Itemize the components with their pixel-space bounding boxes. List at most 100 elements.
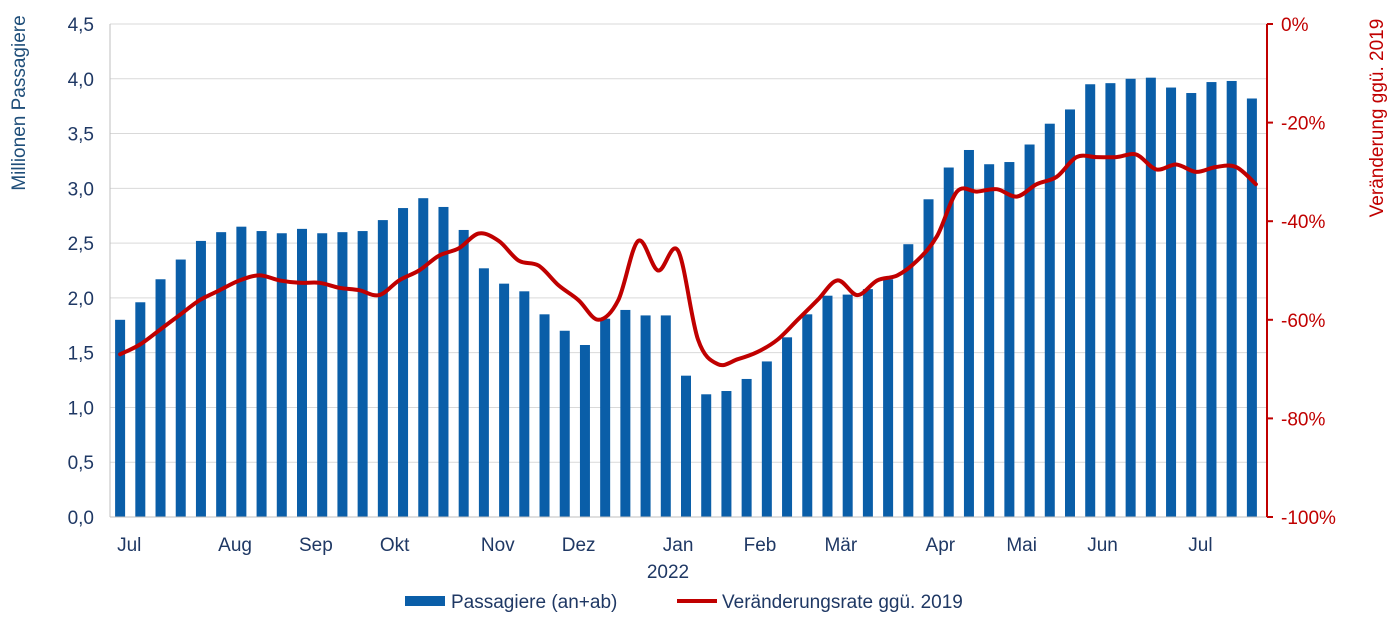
bar <box>1186 93 1197 518</box>
y-tick-label-left: 4,5 <box>68 15 94 36</box>
bar <box>741 378 752 517</box>
x-tick-label: Aug <box>218 535 252 556</box>
bar <box>539 314 550 517</box>
bar <box>1226 80 1237 518</box>
bar <box>559 330 570 517</box>
bar <box>317 233 328 518</box>
bar <box>822 295 833 517</box>
bar <box>216 232 227 517</box>
legend: Passagiere (an+ab) Veränderungsrate ggü.… <box>405 592 963 613</box>
y-tick-label-left: 4,0 <box>68 70 94 91</box>
bar <box>1206 82 1217 517</box>
y-tick-label-right: -20% <box>1281 114 1325 135</box>
y-tick-label-right: -40% <box>1281 212 1325 233</box>
x-tick-label: Okt <box>380 535 410 556</box>
bar <box>195 240 206 518</box>
bar <box>135 302 146 517</box>
bar <box>842 294 853 517</box>
bar <box>600 318 611 517</box>
bar <box>155 279 166 517</box>
bar <box>782 337 793 517</box>
bar <box>499 283 510 517</box>
x-tick-label: Mai <box>1006 535 1037 556</box>
line-series <box>118 152 1258 368</box>
bar <box>478 268 489 517</box>
legend-label-bar: Passagiere (an+ab) <box>451 592 617 613</box>
bar <box>1085 84 1096 517</box>
bar <box>579 344 590 517</box>
y-tick-label-left: 0,5 <box>68 453 94 474</box>
x-tick-label: Nov <box>481 535 515 556</box>
legend-swatch-bar <box>405 596 445 606</box>
y-tick-label-right: -60% <box>1281 311 1325 332</box>
bar <box>903 244 914 517</box>
bar <box>1004 162 1015 518</box>
bar <box>660 315 671 517</box>
y-tick-label-left: 1,5 <box>68 344 94 365</box>
y-tick-label-left: 0,0 <box>68 508 94 529</box>
bar <box>963 149 974 517</box>
x-tick-label: Mär <box>824 535 857 556</box>
y-tick-label-right: 0% <box>1281 15 1309 36</box>
bar <box>1166 87 1177 517</box>
bar <box>681 375 691 517</box>
x-tick-label: Jan <box>663 535 694 556</box>
left-axis-ticks: 0,0 0,5 1,0 1,5 2,0 2,5 3,0 3,5 4,0 4,5 <box>68 15 94 529</box>
y-tick-label-left: 2,0 <box>68 289 94 310</box>
bar <box>721 391 732 517</box>
bar <box>256 231 267 517</box>
x-axis-ticks: Jul Aug Sep Okt Nov Dez Jan 2022 Feb Mär Apr Mai Jun… <box>117 535 1212 583</box>
bar <box>620 309 631 517</box>
bar <box>337 232 348 517</box>
bar <box>640 315 651 517</box>
axes <box>109 24 1268 518</box>
x-tick-label: Apr <box>926 535 956 556</box>
bar <box>943 167 954 518</box>
bar <box>761 361 772 517</box>
bar <box>236 226 247 517</box>
bar <box>1065 109 1075 517</box>
bar <box>883 279 894 517</box>
right-axis-ticks: -100% -80% -60% -40% -20% 0% <box>1267 15 1336 529</box>
y-axis-label-right: Veränderung ggü. 2019 <box>1367 19 1388 218</box>
x-tick-label: Feb <box>744 535 777 556</box>
bar-series <box>115 77 1257 518</box>
bar <box>1246 98 1257 518</box>
y-tick-label-left: 1,0 <box>68 398 94 419</box>
legend-label-line: Veränderungsrate ggü. 2019 <box>722 592 963 613</box>
bar <box>701 394 712 517</box>
y-tick-label-left: 3,0 <box>68 179 94 200</box>
bar <box>115 319 126 517</box>
bar <box>802 314 813 517</box>
bar <box>377 220 388 518</box>
change-rate-line <box>118 152 1258 368</box>
y-axis-label-left: Millionen Passagiere <box>9 15 30 190</box>
bar <box>984 164 995 517</box>
bar <box>1125 78 1136 518</box>
bar <box>1044 123 1055 517</box>
x-tick-label: Sep <box>299 535 333 556</box>
x-tick-label: Dez <box>562 535 596 556</box>
bar <box>923 199 934 518</box>
x-tick-label: Jul <box>1188 535 1212 556</box>
y-tick-label-left: 2,5 <box>68 234 94 255</box>
bar <box>1024 144 1035 517</box>
y-tick-label-right: -80% <box>1281 409 1325 430</box>
bar <box>175 259 186 517</box>
bar <box>438 206 449 518</box>
y-tick-label-right: -100% <box>1281 508 1336 529</box>
x-year-label: 2022 <box>647 562 689 583</box>
x-tick-label: Jun <box>1087 535 1118 556</box>
x-tick-label: Jul <box>117 535 141 556</box>
bar <box>1105 83 1116 517</box>
bar <box>458 229 469 517</box>
bar <box>276 233 287 518</box>
bar <box>398 208 409 517</box>
bar <box>297 228 307 517</box>
bar <box>1145 77 1156 517</box>
bar <box>418 198 429 517</box>
bar <box>357 231 368 517</box>
bar <box>862 289 873 517</box>
y-tick-label-left: 3,5 <box>68 125 94 146</box>
